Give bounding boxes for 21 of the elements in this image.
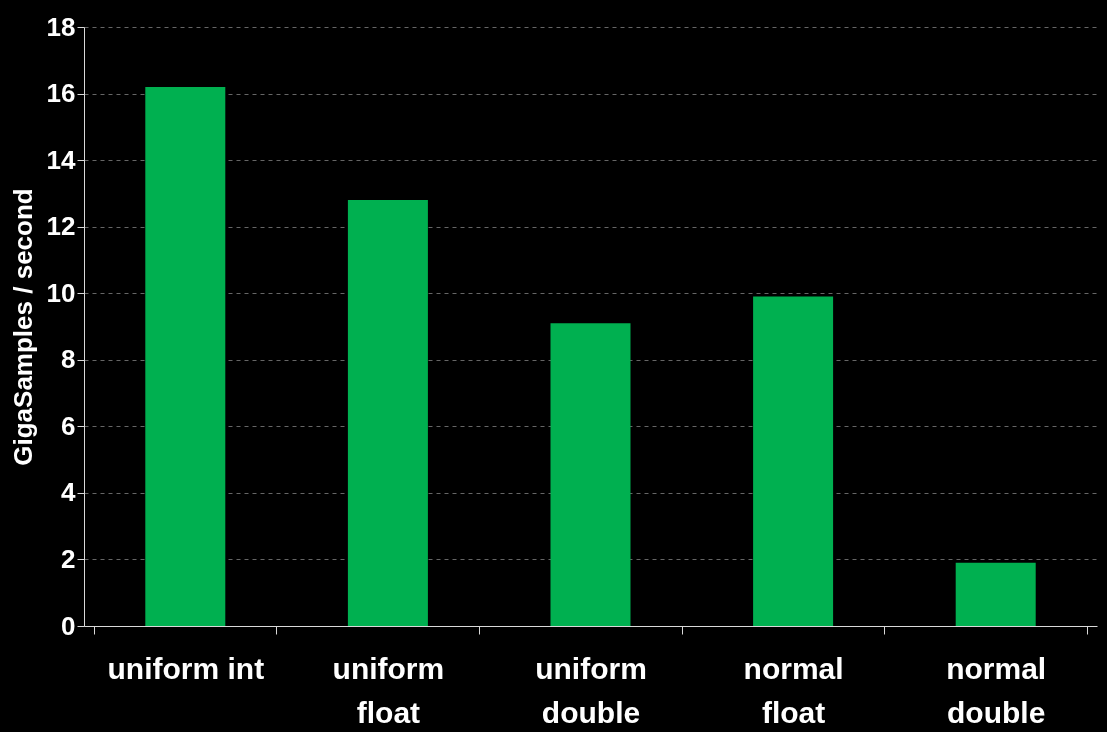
bar [753,296,834,626]
bar [347,200,428,626]
bar [955,562,1036,626]
x-tick-label: normal double [946,651,1047,729]
bar [550,323,631,626]
x-tick-label: uniform int [107,651,265,685]
y-tick-label: 18 [46,11,76,42]
y-tick-label: 16 [46,78,76,109]
bar [145,86,226,626]
x-tick-label: uniform float [332,651,445,729]
x-tick-label: uniform double [535,651,647,729]
y-tick-label: 4 [61,477,77,508]
y-tick-label: 2 [61,543,76,574]
y-axis-title: GigaSamples / second [7,188,38,466]
y-tick-label: 14 [46,144,77,175]
y-tick-label: 8 [61,344,76,375]
y-tick-label: 12 [46,211,76,242]
x-tick-label: normal float [743,651,844,729]
y-tick-label: 10 [46,277,76,308]
y-tick-label: 6 [61,410,76,441]
y-tick-label: 0 [61,610,76,641]
